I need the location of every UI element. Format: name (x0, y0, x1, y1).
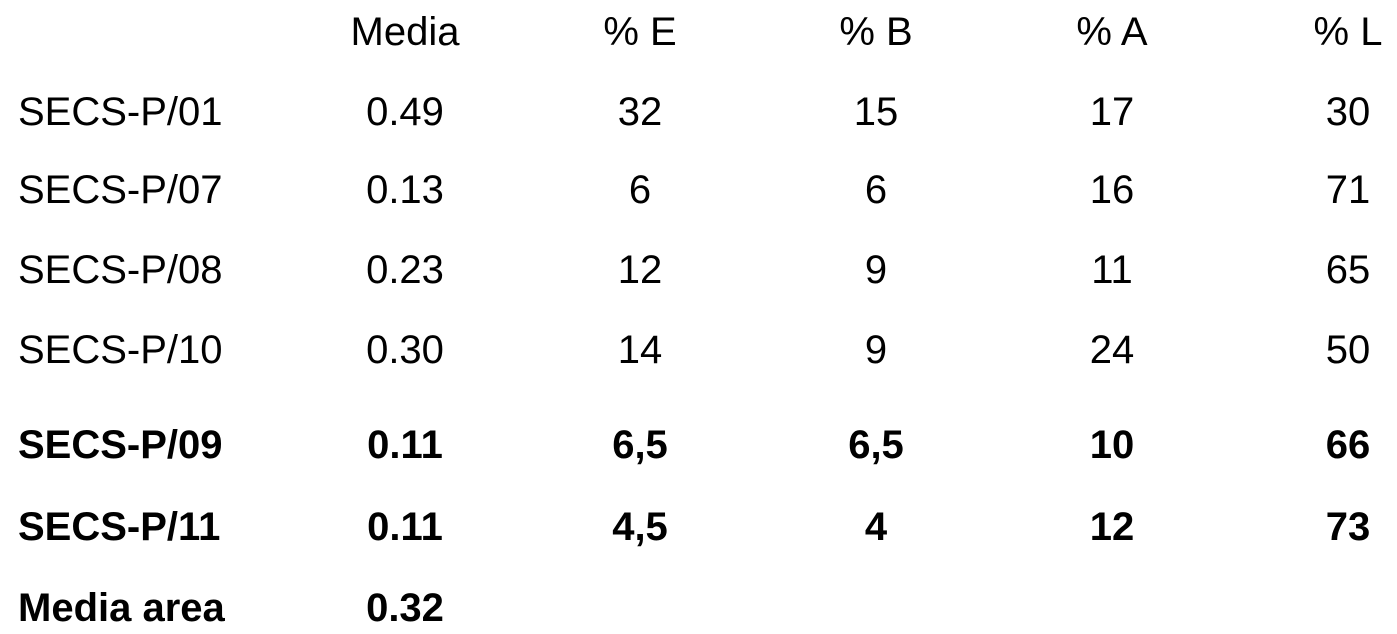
table-cell: 4 (864, 505, 888, 549)
table-cell: 6,5 (612, 423, 668, 467)
table-cell: 66 (1325, 423, 1371, 467)
table-cell: 6 (864, 168, 888, 212)
row-label: SECS-P/08 (18, 248, 223, 292)
table-cell: 30 (1325, 90, 1371, 134)
table-cell: 17 (1089, 90, 1135, 134)
row-label: SECS-P/01 (18, 90, 223, 134)
table-cell: 11 (1091, 248, 1133, 292)
row-label: SECS-P/10 (18, 328, 223, 372)
table-cell: 0.11 (367, 423, 443, 467)
table-cell: 0.23 (366, 248, 444, 292)
table-cell: 0.49 (366, 90, 444, 134)
row-label: Media area (18, 586, 225, 630)
table-cell: 4,5 (612, 505, 668, 549)
table-cell: 12 (617, 248, 663, 292)
table-cell: 71 (1325, 168, 1371, 212)
table-cell: 24 (1089, 328, 1135, 372)
table-cell: 73 (1325, 505, 1371, 549)
table-cell: 14 (617, 328, 663, 372)
table-cell: 9 (864, 328, 888, 372)
column-header: % B (839, 10, 913, 54)
table-cell: 10 (1089, 423, 1135, 467)
table-cell: 9 (864, 248, 888, 292)
row-label: SECS-P/07 (18, 168, 223, 212)
table-cell: 0.13 (366, 168, 444, 212)
table-cell: 0.11 (367, 505, 443, 549)
table-cell: 65 (1325, 248, 1371, 292)
table-cell: 12 (1089, 505, 1135, 549)
column-header: % L (1313, 10, 1383, 54)
table-cell: 50 (1325, 328, 1371, 372)
row-label: SECS-P/11 (18, 505, 221, 549)
table-cell: 6 (628, 168, 652, 212)
row-label: SECS-P/09 (18, 423, 223, 467)
table-cell: 16 (1089, 168, 1135, 212)
column-header: % E (603, 10, 677, 54)
column-header: Media (350, 10, 460, 54)
table-cell: 32 (617, 90, 663, 134)
table-cell: 15 (853, 90, 899, 134)
table-cell: 0.32 (366, 586, 444, 630)
table-cell: 6,5 (848, 423, 904, 467)
table-cell: 0.30 (366, 328, 444, 372)
column-header: % A (1076, 10, 1148, 54)
